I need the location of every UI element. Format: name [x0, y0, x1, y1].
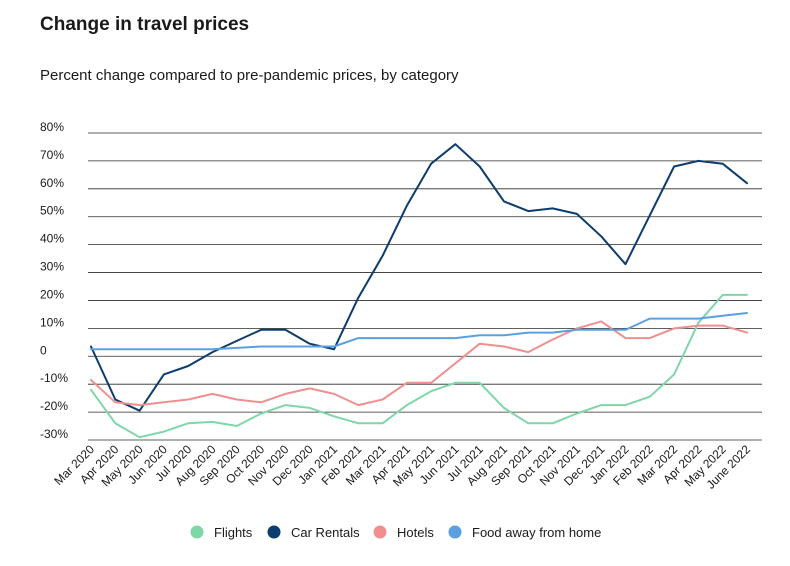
legend-marker-hotels — [373, 525, 387, 539]
chart-title: Change in travel prices — [40, 14, 250, 35]
y-tick-label: 50% — [40, 204, 64, 218]
y-tick-label: 40% — [40, 232, 64, 246]
legend-label-flights: Flights — [214, 525, 253, 540]
y-tick-label: 20% — [40, 287, 64, 301]
series-line-hotels — [90, 320, 748, 407]
y-tick-label: 30% — [40, 260, 64, 274]
y-tick-label: 10% — [40, 315, 64, 329]
y-tick-label: 60% — [40, 176, 64, 190]
y-tick-label: -20% — [40, 399, 68, 413]
series-line-car-rentals — [90, 143, 748, 412]
series-line-food-away-from-home — [90, 312, 748, 351]
legend-label-food-away-from-home: Food away from home — [472, 525, 601, 540]
y-tick-label: 0 — [40, 343, 47, 357]
y-tick-label: 70% — [40, 148, 64, 162]
legend-label-hotels: Hotels — [397, 525, 434, 540]
legend-marker-food-away-from-home — [448, 525, 462, 539]
series-line-flights — [90, 293, 748, 439]
chart-subtitle: Percent change compared to pre-pandemic … — [40, 67, 459, 84]
y-tick-label: 80% — [40, 120, 64, 134]
legend-marker-flights — [190, 525, 204, 539]
legend-marker-car-rentals — [267, 525, 281, 539]
y-tick-label: -30% — [40, 427, 68, 441]
legend-label-car-rentals: Car Rentals — [291, 525, 360, 540]
y-tick-label: -10% — [40, 371, 68, 385]
